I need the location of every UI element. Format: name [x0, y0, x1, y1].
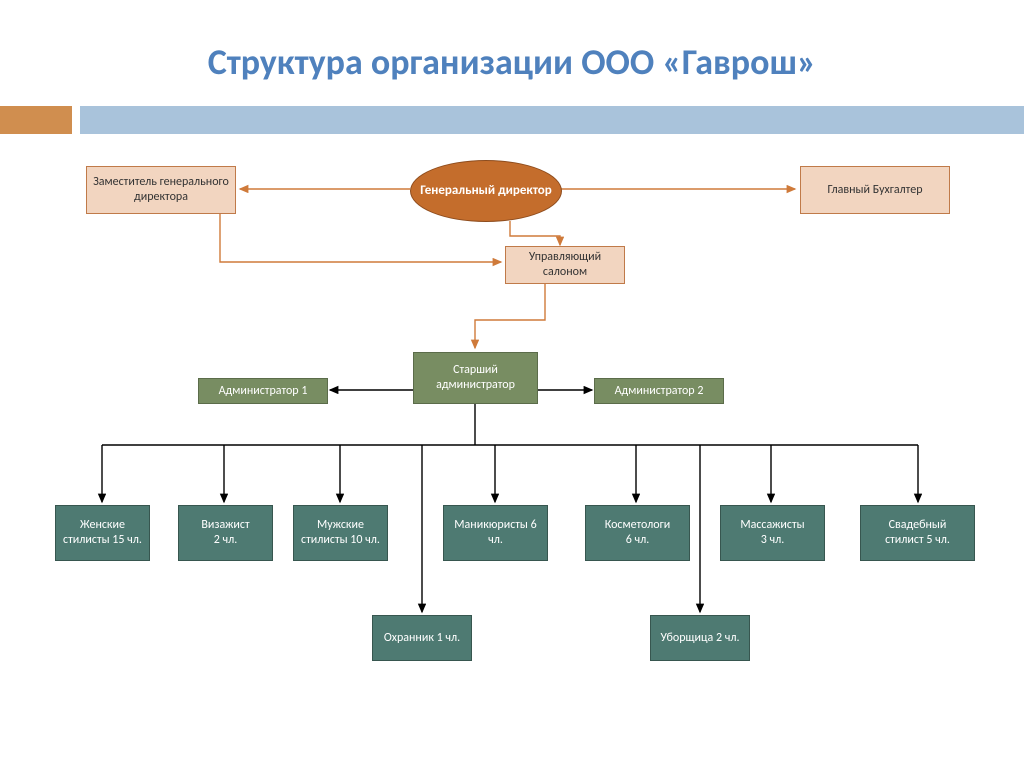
- node-wedding-stylist: Свадебный стилист 5 чл.: [860, 505, 975, 561]
- label-deputy-director: Заместитель генерального директора: [93, 175, 229, 205]
- node-cleaner: Уборщица 2 чл.: [650, 615, 750, 661]
- label-cleaner: Уборщица 2 чл.: [657, 631, 743, 646]
- label-wedding-stylist: Свадебный стилист 5 чл.: [867, 518, 968, 548]
- node-admin-1: Администратор 1: [198, 378, 328, 404]
- label-cosmetologists: Косметологи 6 чл.: [592, 518, 683, 548]
- label-manicurists: Маникюристы 6 чл.: [450, 518, 541, 548]
- node-women-stylists: Женские стилисты 15 чл.: [55, 505, 150, 561]
- node-salon-manager: Управляющий салоном: [505, 246, 625, 284]
- node-general-director: Генеральный директор: [410, 160, 562, 222]
- node-guard: Охранник 1 чл.: [372, 615, 472, 661]
- label-men-stylists: Мужские стилисты 10 чл.: [300, 518, 381, 548]
- label-admin-1: Администратор 1: [205, 384, 321, 399]
- node-admin-2: Администратор 2: [594, 378, 724, 404]
- node-cosmetologists: Косметологи 6 чл.: [585, 505, 690, 561]
- label-salon-manager: Управляющий салоном: [512, 250, 618, 280]
- node-masseurs: Массажисты 3 чл.: [720, 505, 825, 561]
- label-admin-2: Администратор 2: [601, 384, 717, 399]
- label-general-director: Генеральный директор: [420, 183, 552, 199]
- label-chief-accountant: Главный Бухгалтер: [807, 183, 943, 198]
- node-manicurists: Маникюристы 6 чл.: [443, 505, 548, 561]
- label-women-stylists: Женские стилисты 15 чл.: [62, 518, 143, 548]
- label-visagist: Визажист 2 чл.: [185, 518, 266, 548]
- label-senior-admin: Старший администратор: [420, 363, 531, 393]
- label-guard: Охранник 1 чл.: [379, 631, 465, 646]
- node-senior-admin: Старший администратор: [413, 352, 538, 404]
- node-deputy-director: Заместитель генерального директора: [86, 166, 236, 214]
- node-chief-accountant: Главный Бухгалтер: [800, 166, 950, 214]
- node-men-stylists: Мужские стилисты 10 чл.: [293, 505, 388, 561]
- accent-bar-blue: [80, 106, 1024, 134]
- node-visagist: Визажист 2 чл.: [178, 505, 273, 561]
- label-masseurs: Массажисты 3 чл.: [727, 518, 818, 548]
- accent-bar-orange: [0, 106, 72, 134]
- page-title: Структура организации ООО «Гаврош»: [0, 40, 1024, 84]
